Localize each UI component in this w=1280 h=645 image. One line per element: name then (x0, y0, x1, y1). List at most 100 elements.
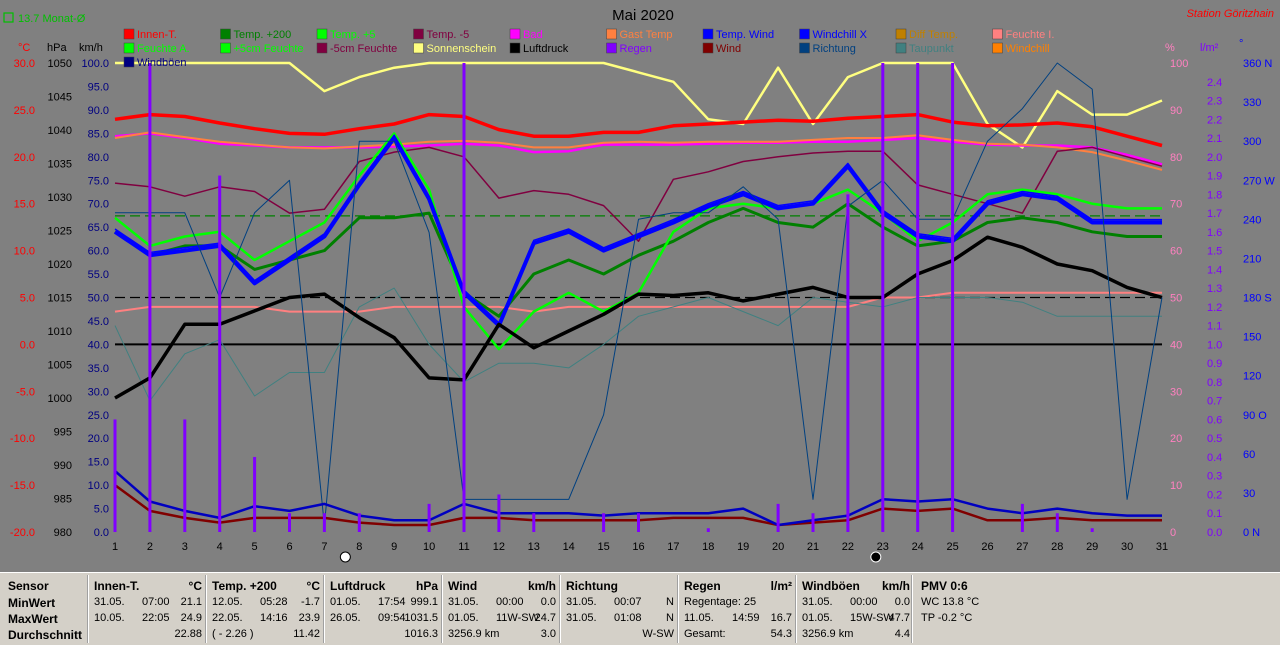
day-tick: 20 (772, 541, 784, 553)
statistics-panel: Sensor MinWert MaxWert Durchschnitt Inne… (0, 572, 1280, 645)
stat-block-windboeen: Windböen km/h 31.05. 00:00 0.0 01.05. 15W-SW 47… (795, 573, 916, 645)
legend-swatch-icon (413, 42, 424, 54)
legend-swatch-icon (123, 56, 135, 68)
series-innen-t- (114, 112, 1163, 148)
legend-label: Luftdruck (523, 43, 569, 55)
series-windchill-x (113, 136, 1162, 328)
direction-axis-tick: 180 S (1243, 293, 1272, 305)
legend-label: Feuchte I. (1006, 29, 1055, 41)
day-tick: 24 (912, 541, 924, 553)
rain-bar (253, 456, 257, 532)
separator (677, 575, 679, 643)
legend-swatch-icon (509, 42, 521, 54)
separator (795, 575, 797, 643)
rain-bar (288, 513, 291, 532)
temp-axis-tick: 20.0 (14, 152, 35, 164)
percent-axis-tick: 20 (1170, 433, 1182, 445)
rain-bar (846, 194, 850, 532)
pmv-tp: TP -0.2 °C (921, 612, 973, 624)
min-value: N (666, 596, 674, 608)
legend-label: Windchill (1006, 43, 1050, 55)
day-tick: 11 (458, 541, 469, 553)
day-tick: 23 (877, 541, 889, 553)
direction-axis-tick: 270 W (1243, 175, 1275, 187)
series-lines (113, 61, 1163, 527)
percent-axis-tick: 40 (1170, 339, 1182, 351)
legend-label: Gast Temp (620, 29, 673, 41)
max-time: 15W-SW (850, 612, 894, 624)
max-time: 11W-SW (496, 612, 539, 624)
rain-axis-tick: 2.1 (1207, 133, 1222, 145)
min-value: 0.0 (540, 596, 556, 608)
legend-swatch-icon (220, 42, 231, 54)
max-value: 24.7 (534, 612, 556, 624)
rain-bars (113, 63, 1094, 532)
rain-axis-tick: 0.7 (1207, 396, 1222, 408)
wind-axis-tick: 90.0 (88, 105, 109, 117)
label-min: MinWert (8, 596, 56, 610)
legend-swatch-icon (316, 28, 328, 40)
chart-title: Mai 2020 (612, 7, 674, 24)
legend-swatch-icon (316, 42, 328, 54)
stat-title: Temp. +200 (212, 579, 277, 593)
max-date: 31.05. (566, 612, 597, 624)
wind-axis-tick: 35.0 (88, 363, 109, 375)
day-tick: 5 (252, 541, 258, 553)
legend-swatch-icon (606, 42, 617, 54)
chart-header: 13.7 Monat-Ø Mai 2020 Station Göritzhain… (3, 7, 1274, 54)
pressure-axis-tick: 1025 (48, 226, 72, 238)
stat-title: Regen (684, 579, 721, 593)
rain-bar (811, 513, 815, 532)
rain-bar (532, 513, 536, 532)
percent-axis-tick: 80 (1170, 152, 1182, 164)
percent-axis-tick: 90 (1170, 105, 1182, 117)
wind-axis-tick: 65.0 (88, 222, 109, 234)
day-tick: 14 (563, 541, 575, 553)
rain-axis-tick: 2.2 (1207, 114, 1222, 126)
stat-block-luftdruck: Luftdruck hPa 01.05. 17:54 999.1 26.05. 09:54 1… (323, 573, 444, 645)
stat-block-regen: Regen l/m² Regentage: 25 11.05. 14:59 16.7 Ges… (677, 573, 798, 645)
pmv-wc: WC 13.8 °C (921, 596, 980, 608)
day-tick: 1 (112, 541, 118, 553)
day-tick: 17 (667, 541, 679, 553)
max-time: 14:59 (732, 612, 760, 624)
unit-wind: km/h (79, 42, 103, 54)
pressure-axis-tick: 990 (54, 460, 72, 472)
rain-bar (637, 513, 640, 532)
temp-axis-tick: 5.0 (20, 293, 35, 305)
direction-axis-tick: 210 (1243, 253, 1261, 265)
min-date: 12.05. (212, 596, 243, 608)
wind-axis-tick: 40.0 (88, 339, 109, 351)
avg-value: W-SW (642, 628, 674, 640)
stat-unit: km/h (527, 579, 556, 593)
rain-axis-tick: 0.8 (1207, 377, 1222, 389)
max-value: 16.7 (770, 612, 792, 624)
percent-axis-tick: 30 (1170, 386, 1182, 398)
rain-axis-tick: 2.4 (1207, 77, 1222, 89)
pressure-axis-tick: 1030 (48, 192, 72, 204)
unit-deg: ° (1239, 38, 1243, 50)
stat-unit: °C (306, 579, 320, 593)
label-avg: Durchschnitt (8, 628, 83, 642)
legend-swatch-icon (123, 28, 135, 40)
temp-axis-tick: -20.0 (10, 527, 35, 539)
legend-swatch-icon (702, 28, 714, 40)
day-tick: 19 (737, 541, 749, 553)
unit-temp: °C (18, 42, 30, 54)
label-max: MaxWert (8, 612, 58, 626)
wind-axis-tick: 60.0 (88, 246, 109, 258)
stat-unit: °C (188, 579, 202, 593)
avg-extra: Gesamt: (684, 628, 726, 640)
legend-swatch-icon (413, 28, 424, 40)
day-tick: 22 (842, 541, 854, 553)
direction-axis-tick: 60 (1243, 449, 1255, 461)
direction-axis-tick: 30 (1243, 488, 1255, 500)
day-tick: 3 (182, 541, 188, 553)
day-tick: 16 (632, 541, 644, 553)
legend-label: Innen-T. (137, 29, 177, 41)
legend-label: +5cm Feuchte (234, 43, 304, 55)
avg-value: 11.42 (293, 628, 320, 640)
legend-swatch-icon (799, 42, 810, 54)
separator (205, 575, 207, 643)
legend-label: -5cm Feuchte (330, 43, 397, 55)
